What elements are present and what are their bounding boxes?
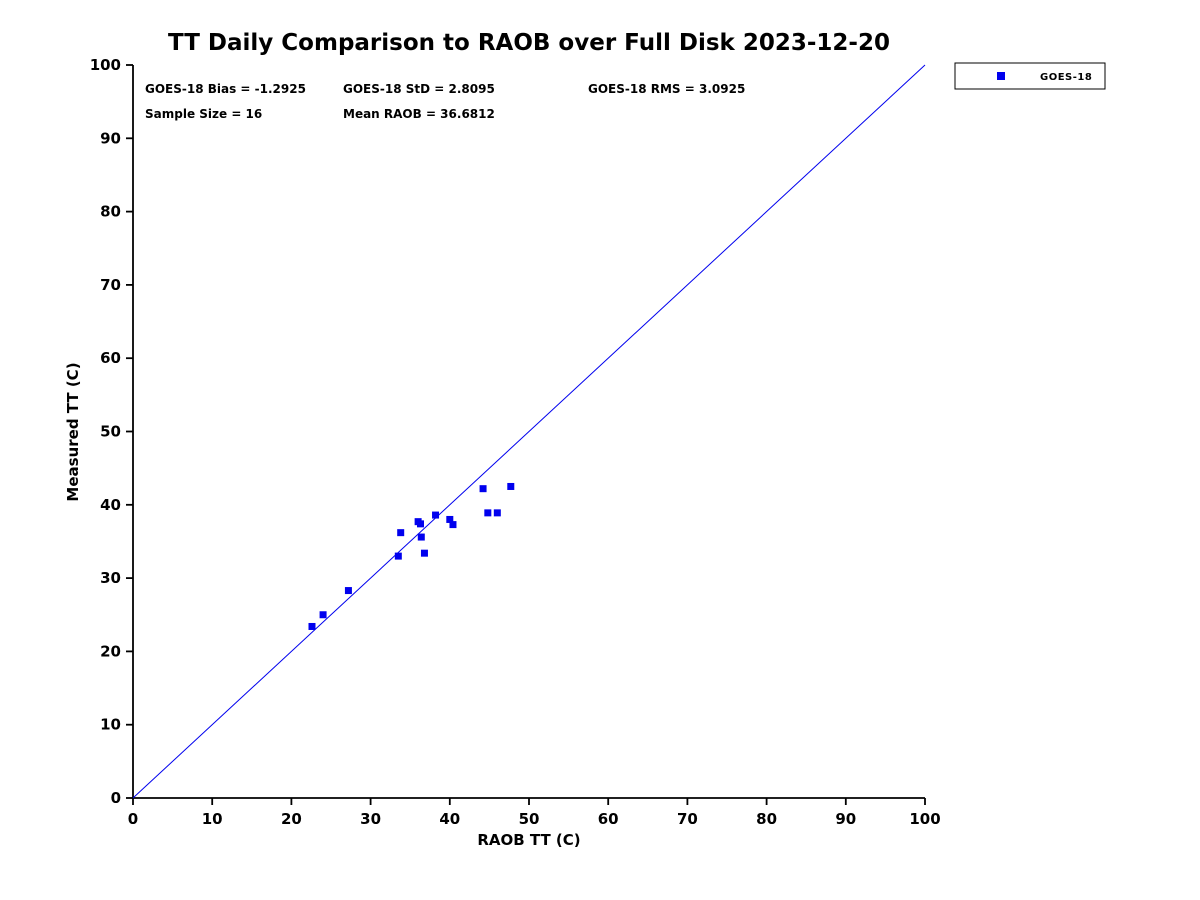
x-tick-label: 60 [598,810,619,828]
data-point [446,515,454,523]
y-tick-label: 60 [100,349,121,367]
x-tick-label: 30 [360,810,381,828]
x-tick-label: 70 [677,810,698,828]
y-tick-label: 30 [100,569,121,587]
y-tick-label: 10 [100,716,121,734]
chart-title: TT Daily Comparison to RAOB over Full Di… [168,30,890,56]
identity-line [132,64,926,799]
data-point [319,611,327,619]
x-axis-label: RAOB TT (C) [477,831,580,849]
y-axis-label: Measured TT (C) [64,362,82,501]
data-point [432,511,440,519]
data-point [416,520,424,528]
data-point [420,549,428,557]
x-tick-label: 100 [909,810,940,828]
stat-rms: GOES-18 RMS = 3.0925 [588,82,745,96]
x-tick-label: 80 [756,810,777,828]
data-point [394,552,402,560]
y-tick-label: 90 [100,129,121,147]
y-tick-label: 80 [100,203,121,221]
legend-marker-square-icon [997,72,1005,80]
y-tick-label: 50 [100,423,121,441]
y-tick-label: 20 [100,642,121,660]
data-point [484,509,492,517]
x-tick-label: 90 [835,810,856,828]
legend: GOES-18 [954,62,1106,90]
data-point [417,533,425,541]
y-tick-label: 40 [100,496,121,514]
x-tick-label: 20 [281,810,302,828]
y-tick-label: 70 [100,276,121,294]
data-point [507,482,515,490]
plot-area: 0 10 20 30 40 50 60 70 80 90 100 0 10 20 30 40 50 60 70 80 9… [90,56,941,828]
data-point [493,509,501,517]
stat-sample-size: Sample Size = 16 [145,107,262,121]
stat-bias: GOES-18 Bias = -1.2925 [145,82,306,96]
stat-mean-raob: Mean RAOB = 36.6812 [343,107,495,121]
legend-label: GOES-18 [1040,72,1092,83]
data-point [397,529,405,537]
y-tick-label: 100 [90,56,121,74]
data-point [479,485,487,493]
x-tick-label: 40 [439,810,460,828]
x-tick-label: 10 [202,810,223,828]
x-tick-label: 0 [128,810,138,828]
legend-box [954,62,1106,90]
stat-std: GOES-18 StD = 2.8095 [343,82,495,96]
y-tick-label: 0 [111,789,121,807]
data-point [449,521,457,529]
data-point [308,622,316,630]
data-point [344,587,352,595]
x-tick-label: 50 [519,810,540,828]
